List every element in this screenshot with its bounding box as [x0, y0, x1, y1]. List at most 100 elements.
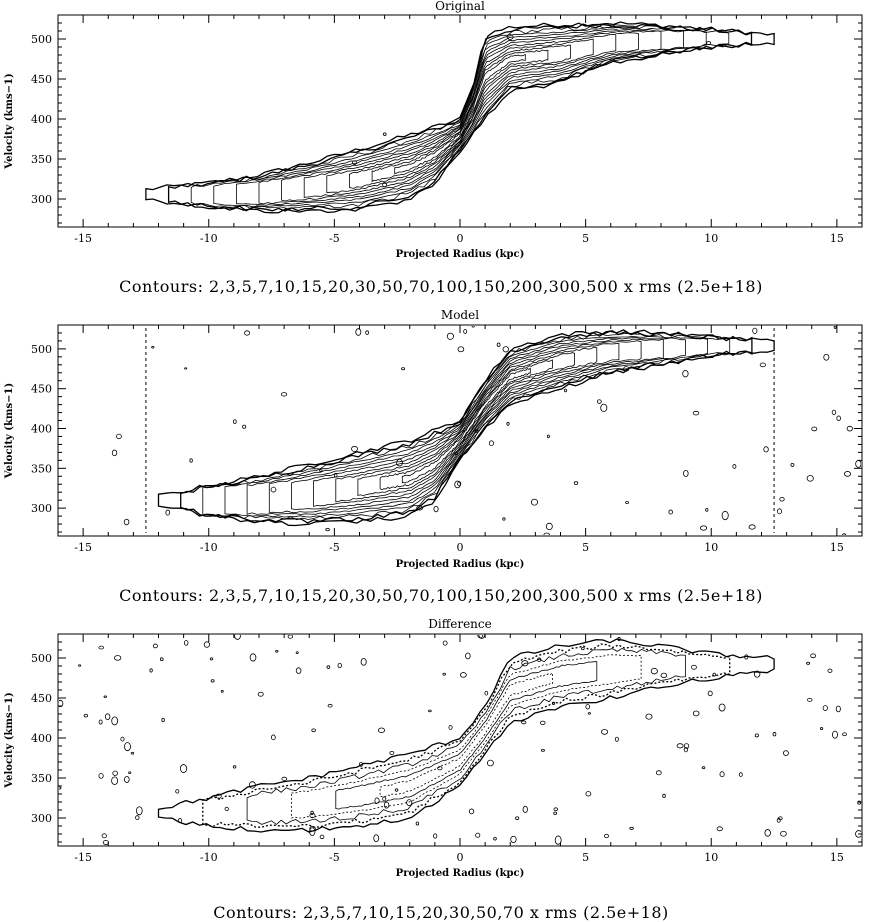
noise-contour	[442, 640, 448, 646]
noise-contour	[224, 806, 229, 812]
noise-contour	[454, 451, 458, 455]
noise-contour	[177, 817, 183, 824]
y-tick-label: 450	[31, 73, 52, 86]
contour-caption: Contours: 2,3,5,7,10,15,20,30,50,70,100,…	[119, 586, 763, 605]
noise-contour	[683, 746, 689, 753]
noise-contour	[215, 793, 222, 799]
noise-contour	[629, 826, 634, 830]
noise-contour	[351, 445, 358, 452]
contour-level-100	[371, 49, 549, 183]
x-tick-label: -10	[200, 851, 218, 864]
noise-contour	[835, 705, 841, 713]
noise-contour	[744, 654, 749, 660]
noise-contour	[521, 720, 527, 725]
noise-contour	[701, 766, 706, 770]
noise-contour	[806, 475, 814, 482]
noise-contour	[112, 770, 118, 776]
x-tick-label: 0	[457, 851, 464, 864]
y-axis-label: Velocity (kms−1)	[4, 692, 15, 788]
noise-contour	[823, 353, 830, 361]
noise-contour	[183, 640, 189, 646]
noise-contour	[59, 786, 62, 790]
contour-level-5	[190, 24, 730, 210]
noise-contour	[777, 508, 782, 515]
noise-contour	[135, 815, 140, 820]
noise-contour	[101, 833, 107, 839]
noise-contour	[383, 801, 390, 809]
panel-difference: Difference -15 -10 -5 0 5 10 15 300 350 400 450 500 P…	[4, 617, 863, 922]
contour-level-15	[258, 30, 662, 205]
noise-contour	[692, 410, 700, 416]
y-tick-label: 400	[31, 113, 52, 126]
noise-contour	[309, 827, 316, 836]
x-tick-label: 10	[704, 232, 718, 245]
y-tick-label: 450	[31, 383, 52, 396]
noise-contour	[249, 653, 257, 662]
contour-level-20	[291, 340, 642, 510]
noise-contour	[831, 409, 837, 415]
noise-contour	[857, 800, 861, 805]
noise-contour	[78, 664, 82, 667]
noise-contour	[822, 705, 828, 711]
noise-contour	[772, 732, 777, 737]
noise-contour	[175, 789, 180, 794]
noise-contour	[844, 471, 852, 477]
noise-contour	[448, 724, 453, 730]
noise-contour	[645, 713, 653, 720]
contour-level-15	[379, 672, 553, 798]
noise-contour	[184, 367, 188, 370]
noise-contour	[732, 464, 737, 469]
noise-contour	[537, 657, 542, 662]
noise-contour	[161, 717, 165, 723]
noise-contour	[650, 667, 658, 675]
y-tick-label: 300	[31, 502, 52, 515]
x-tick-label: -15	[74, 851, 92, 864]
noise-contour	[692, 710, 700, 717]
contour-level-5	[202, 332, 731, 521]
contour-level-5	[246, 647, 686, 825]
noise-contour	[596, 399, 602, 404]
noise-contour	[310, 810, 314, 815]
noise-contour	[120, 736, 125, 742]
noise-contour	[806, 661, 811, 665]
noise-contour	[668, 509, 673, 515]
x-tick-label: 0	[457, 541, 464, 554]
noise-contour	[111, 776, 119, 785]
noise-contour	[585, 791, 592, 797]
noise-contour	[600, 729, 609, 735]
noise-contour	[691, 664, 697, 670]
noise-contour	[564, 388, 568, 393]
noise-contour	[463, 329, 468, 334]
noise-contour	[271, 734, 276, 741]
noise-contour	[465, 652, 471, 660]
y-tick-label: 350	[31, 153, 52, 166]
noise-contour	[721, 510, 729, 521]
noise-contour	[433, 505, 439, 513]
contour-level-3	[167, 23, 753, 212]
noise-contour	[780, 830, 787, 837]
contour-group	[145, 21, 775, 214]
noise-contour	[496, 342, 501, 347]
noise-contour	[614, 736, 619, 742]
noise-contour	[522, 805, 528, 813]
noise-contour	[210, 679, 215, 683]
noise-contour	[521, 660, 529, 667]
x-tick-label: 10	[704, 851, 718, 864]
noise-contour	[810, 653, 817, 659]
noise-contour	[551, 701, 556, 705]
noise-contour	[493, 836, 497, 841]
noise-contour	[475, 832, 481, 838]
noise-contour	[705, 508, 709, 512]
noise-contour	[699, 525, 708, 531]
noise-contour	[776, 817, 781, 823]
noise-contour	[248, 781, 256, 789]
noise-contour	[478, 635, 486, 639]
noise-contour	[759, 362, 766, 368]
noise-contour	[474, 429, 479, 433]
noise-contour	[683, 469, 689, 477]
x-tick-label: 5	[582, 851, 589, 864]
noise-contour	[442, 672, 447, 676]
noise-contour	[373, 834, 380, 843]
noise-contour	[585, 704, 590, 710]
noise-contour	[151, 346, 155, 349]
